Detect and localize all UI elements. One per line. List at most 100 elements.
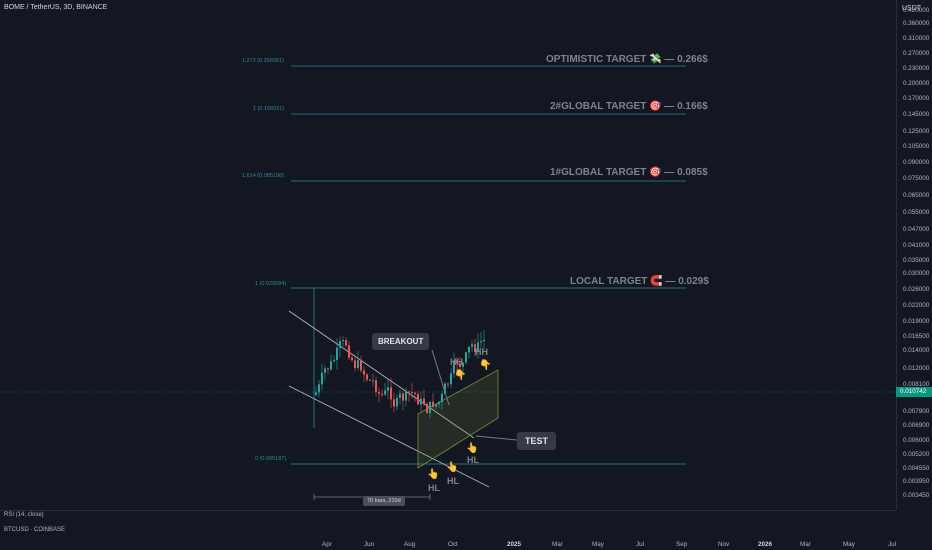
- time-tick: Mar: [800, 541, 811, 548]
- price-tick: 0.005200: [903, 451, 930, 458]
- price-tick: 0.008100: [903, 381, 930, 388]
- hl-label-1: HL: [428, 483, 440, 493]
- candle-body: [384, 390, 386, 395]
- price-tick: 0.047000: [903, 226, 930, 233]
- downtrend-lower: [288, 385, 490, 488]
- price-tick: 0.075000: [903, 175, 930, 182]
- candle-body: [462, 362, 464, 367]
- fib-label-optimistic: 1.272 (0.266061): [242, 58, 284, 64]
- price-tick: 0.006000: [903, 437, 930, 444]
- time-axis[interactable]: Apr Jun Aug Oct 2025 Mar May Jul Sep Nov 2026 Mar Ma…: [0, 510, 896, 550]
- candle-body: [447, 383, 449, 385]
- candle-body: [390, 387, 392, 400]
- test-callout: TEST: [517, 432, 557, 450]
- candle-body: [345, 340, 347, 346]
- candle-body: [342, 340, 344, 342]
- hl-label-3: HL: [467, 455, 479, 465]
- hh-label-1: HH: [450, 357, 463, 367]
- candle-body: [324, 368, 326, 373]
- ascending-channel: [417, 369, 499, 469]
- candle-body: [348, 345, 350, 358]
- pointing-up-icon: 👆: [427, 469, 440, 480]
- candle-body: [426, 403, 428, 414]
- time-tick: Mar: [552, 541, 563, 548]
- price-tick: 0.170000: [903, 95, 930, 102]
- time-tick: Jul: [636, 541, 645, 548]
- candle-body: [369, 379, 371, 381]
- price-tick: 0.003450: [903, 492, 930, 499]
- candle-body: [381, 393, 383, 395]
- target-global1: 1#GLOBAL TARGET 🎯 — 0.085$: [550, 167, 708, 178]
- candle-body: [393, 399, 395, 407]
- candle-body: [354, 360, 356, 368]
- symbol-title[interactable]: BOME / TetherUS, 3D, BINANCE: [4, 4, 108, 11]
- price-tick: 0.012000: [903, 365, 930, 372]
- candle-body: [366, 374, 368, 380]
- candle-body: [444, 383, 446, 394]
- chart-area[interactable]: [0, 0, 896, 510]
- candle-body: [411, 391, 413, 393]
- rsi-indicator-label[interactable]: RSI (14, close): [4, 512, 44, 518]
- candle-body: [468, 346, 470, 353]
- candle-body: [474, 344, 476, 352]
- candle-body: [477, 342, 479, 352]
- pointing-up-icon: 👆: [466, 443, 479, 454]
- candle-body: [333, 360, 335, 362]
- candle-body: [339, 341, 341, 348]
- price-tick: 0.035000: [903, 257, 930, 264]
- candle-body: [453, 360, 455, 374]
- candle-body: [402, 393, 404, 401]
- target-global2: 2#GLOBAL TARGET 🎯 — 0.166$: [550, 101, 708, 112]
- price-tick: 0.022000: [903, 302, 930, 309]
- candle-body: [321, 372, 323, 385]
- candle-body: [315, 392, 317, 395]
- candle-body: [420, 398, 422, 405]
- price-tick: 0.030000: [903, 270, 930, 277]
- time-tick: 2025: [507, 541, 522, 548]
- price-tick: 0.420000: [903, 7, 930, 14]
- range-measure-label: 70 bars, 210d: [363, 496, 405, 506]
- price-scale[interactable]: 0.420000 0.360000 0.310000 0.270000 0.230000…: [896, 0, 932, 510]
- time-tick: Nov: [718, 541, 730, 548]
- candle-body: [336, 347, 338, 361]
- currency-label[interactable]: USDT: [902, 5, 922, 12]
- candle-body: [351, 357, 353, 361]
- fib-label-global1: 1.614 (0.085198): [242, 173, 284, 179]
- candle-body: [387, 387, 389, 391]
- price-tick: 0.016500: [903, 333, 930, 340]
- price-tick: 0.014000: [903, 347, 930, 354]
- price-tick: 0.004550: [903, 465, 930, 472]
- time-tick: Aug: [404, 541, 416, 548]
- fib-label-local: 1 (0.029084): [255, 281, 287, 287]
- target-local: LOCAL TARGET 🧲 — 0.029$: [570, 276, 709, 287]
- price-tick: 0.026000: [903, 286, 930, 293]
- time-tick: 2026: [758, 541, 773, 548]
- time-tick: Sep: [676, 541, 688, 548]
- hh-label-2: HH: [475, 347, 488, 357]
- fib-label-global2: 1 (0.166021): [253, 106, 285, 112]
- candle-body: [480, 341, 482, 343]
- price-tick: 0.200000: [903, 80, 930, 87]
- price-tick: 0.270000: [903, 50, 930, 57]
- price-tick: 0.006900: [903, 422, 930, 429]
- time-tick: Apr: [322, 541, 332, 548]
- price-tick: 0.145000: [903, 111, 930, 118]
- candle-body: [483, 340, 485, 342]
- candle-body: [330, 361, 332, 370]
- candle-body: [327, 368, 329, 370]
- test-arrow: [475, 435, 518, 441]
- candle-body: [423, 398, 425, 404]
- price-tick: 0.105000: [903, 143, 930, 150]
- price-tick: 0.019000: [903, 318, 930, 325]
- pointing-up-icon: 👆: [446, 462, 459, 473]
- price-tick: 0.055000: [903, 209, 930, 216]
- price-tick: 0.125000: [903, 128, 930, 135]
- price-tick: 0.230000: [903, 65, 930, 72]
- pointing-down-icon: 👇: [479, 360, 492, 371]
- price-tick: 0.041000: [903, 242, 930, 249]
- price-tick: 0.310000: [903, 35, 930, 42]
- candle-body: [438, 401, 440, 405]
- price-tick: 0.065000: [903, 192, 930, 199]
- candle-body: [378, 392, 380, 394]
- compare-symbol-label[interactable]: BTCUSD · COINBASE: [4, 527, 66, 533]
